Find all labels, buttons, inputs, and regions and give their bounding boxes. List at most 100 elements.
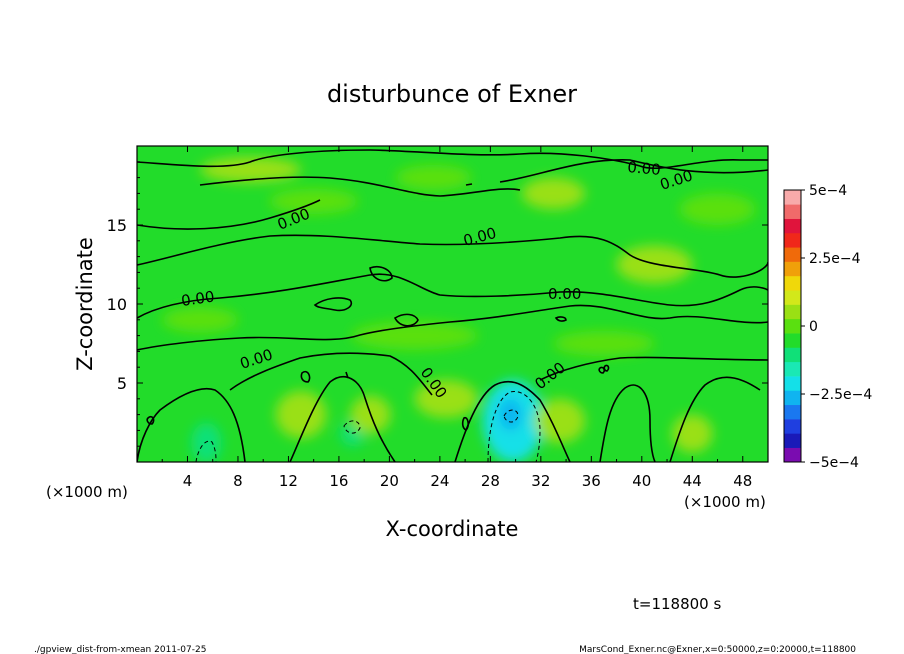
field-anomaly (162, 307, 238, 333)
colorbar-label: 5e−4 (809, 183, 847, 199)
contour-line (345, 371, 349, 379)
colorbar-cell (784, 304, 801, 320)
contour-line (598, 366, 606, 374)
colorbar-cell (784, 390, 801, 406)
contour-line (137, 304, 768, 351)
contour-line (137, 388, 246, 462)
colorbar-label: −2.5e−4 (809, 387, 872, 403)
x-unit-left: (×1000 m) (46, 483, 128, 501)
x-unit-right: (×1000 m) (684, 493, 766, 511)
field-anomaly (499, 398, 522, 431)
colorbar-cell (784, 318, 801, 334)
colorbar-label: 2.5e−4 (809, 251, 861, 267)
field-anomaly (553, 330, 655, 357)
contour-line (454, 380, 571, 462)
contour-line (465, 183, 473, 186)
x-axis: 4 8 12 16 20 24 28 32 36 40 44 48 (161, 146, 752, 490)
colorbar-cell (784, 261, 801, 277)
contour-line (313, 297, 353, 312)
contour-line (146, 415, 155, 425)
contour-label: 0.00 (627, 158, 662, 179)
footer-left: ./gpview_dist-from-xmean 2011-07-25 (34, 645, 206, 654)
x-tick-label: 24 (430, 472, 449, 490)
contour-line (137, 234, 768, 278)
x-tick-label: 44 (683, 472, 702, 490)
x-tick-label: 12 (279, 472, 298, 490)
colorbar-cell (784, 204, 801, 219)
field-anomaly (191, 422, 222, 462)
contour-line (487, 391, 541, 462)
field-anomaly (395, 164, 472, 191)
contour-line (137, 149, 768, 170)
field-anomaly (275, 390, 327, 439)
contour-line (669, 376, 761, 462)
x-tick-label: 32 (531, 472, 550, 490)
colorbar: 5e−4 2.5e−4 0 −2.5e−4 −5e−4 (783, 183, 872, 471)
x-tick-label: 48 (733, 472, 752, 490)
x-axis-label: X-coordinate (386, 517, 519, 541)
field-anomaly (414, 379, 478, 418)
colorbar-cell (784, 190, 801, 205)
chart-title: disturbunce of Exner (327, 80, 577, 108)
contour-line (393, 313, 419, 327)
colorbar-label: −5e−4 (809, 455, 859, 471)
x-tick-label: 40 (632, 472, 651, 490)
colorbar-cell (784, 433, 801, 448)
colorbar-cell (784, 290, 801, 305)
contour-line (461, 416, 469, 431)
field-anomaly (200, 157, 302, 183)
contour-line (137, 199, 321, 230)
colorbar-cell (784, 419, 801, 434)
contour-line (499, 159, 768, 183)
y-axis-label: Z-coordinate (73, 237, 97, 371)
colorbar-cell (784, 247, 801, 262)
colorbar-cells (784, 190, 801, 463)
colorbar-cell (784, 232, 801, 248)
colorbar-cell (784, 347, 801, 363)
colorbar-cell (784, 447, 801, 463)
y-tick-label: 5 (117, 374, 127, 393)
time-label: t=118800 s (633, 595, 721, 613)
zero-contours (137, 149, 768, 462)
contour-line (289, 376, 396, 462)
field-anomalies (162, 157, 756, 462)
contour-line (599, 384, 656, 462)
contour-label: 0.00 (548, 285, 581, 303)
field-anomaly (679, 193, 756, 225)
contour-line (539, 356, 768, 381)
colorbar-label: 0 (809, 319, 818, 335)
negative-contours (195, 391, 541, 462)
contour-line (603, 364, 610, 372)
contour-line (229, 352, 433, 396)
colorbar-labels: 5e−4 2.5e−4 0 −2.5e−4 −5e−4 (801, 183, 872, 471)
x-tick-label: 36 (582, 472, 601, 490)
colorbar-cell (784, 275, 801, 291)
x-tick-label: 4 (183, 472, 193, 490)
contour-line (199, 176, 521, 197)
contour-label: 0.00 (180, 287, 216, 309)
field-anomaly (269, 188, 358, 214)
x-tick-label: 20 (380, 472, 399, 490)
y-tick-label: 10 (107, 295, 127, 314)
field-anomaly (521, 177, 586, 210)
field-anomaly (351, 321, 478, 350)
contour-line (369, 265, 393, 282)
contour-line (137, 273, 768, 319)
field-anomaly (672, 414, 713, 453)
colorbar-cell (784, 333, 801, 348)
x-tick-label: 8 (233, 472, 243, 490)
contour-line (554, 316, 567, 322)
contour-line (195, 440, 217, 462)
colorbar-cell (784, 404, 801, 420)
x-tick-label: 28 (481, 472, 500, 490)
plot-area: 0.00 0.00 0.00 0.00 0.00 0.00 0.00 0.00 … (136, 145, 769, 463)
field-anomaly (534, 398, 586, 444)
y-axis: 5 10 15 (107, 161, 768, 447)
contour-line (300, 370, 311, 383)
colorbar-cell (784, 218, 801, 234)
colorbar-cell (784, 376, 801, 391)
y-tick-label: 15 (107, 216, 127, 235)
x-tick-label: 16 (329, 472, 348, 490)
colorbar-cell (784, 361, 801, 377)
